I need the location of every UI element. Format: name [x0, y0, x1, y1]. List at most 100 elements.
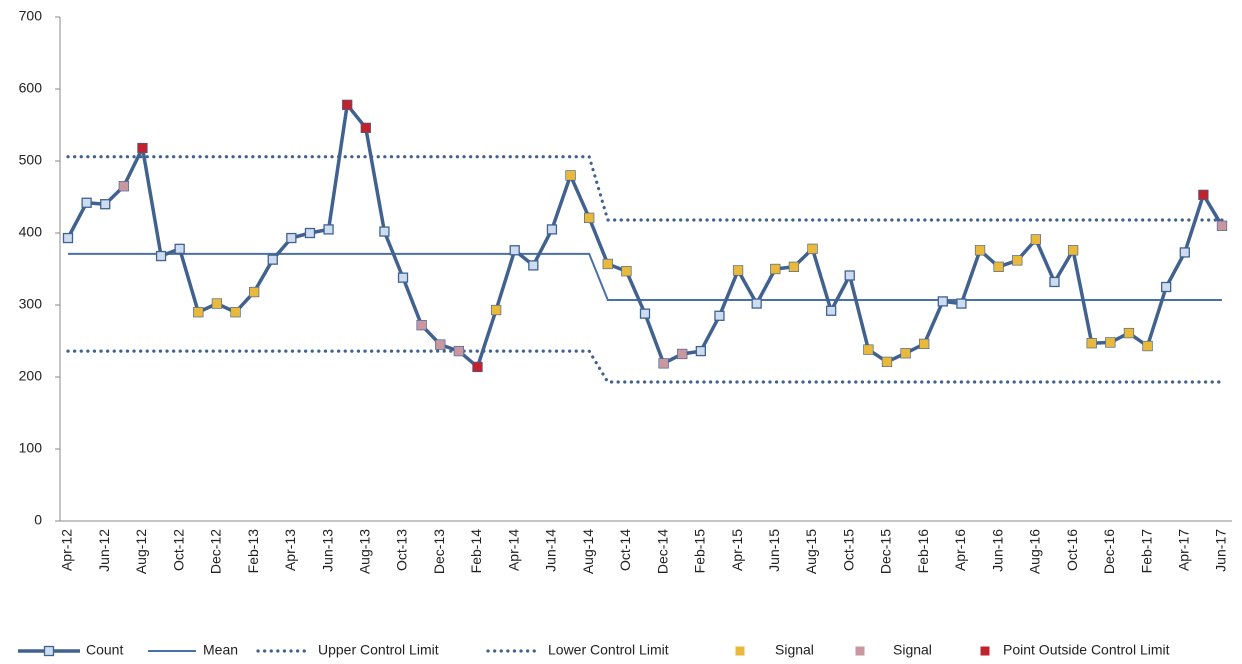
x-tick-label: Apr-13: [282, 529, 298, 571]
legend-swatch: [43, 645, 55, 657]
marker: [435, 340, 445, 350]
line: [66, 349, 1224, 384]
x-tick-label: Oct-15: [840, 529, 856, 571]
marker: [193, 307, 203, 317]
legend-label: Point Outside Control Limit: [1003, 642, 1170, 658]
marker: [528, 260, 539, 271]
marker: [639, 308, 651, 319]
marker: [603, 259, 613, 269]
marker: [956, 298, 967, 309]
marker: [994, 262, 1004, 272]
legend-item: Lower Control Limit: [486, 642, 669, 658]
x-tick-label: Aug-15: [803, 529, 819, 574]
marker: [919, 339, 929, 349]
marker: [286, 232, 297, 244]
marker: [454, 346, 464, 356]
y-tick-label: 500: [19, 152, 43, 168]
marker: [677, 349, 687, 359]
marker: [361, 123, 371, 133]
marker: [808, 244, 818, 254]
marker: [417, 320, 427, 330]
marker: [379, 226, 390, 237]
y-tick-label: 0: [34, 512, 42, 528]
marker: [267, 254, 278, 265]
legend-swatch: [855, 646, 865, 656]
x-tick-label: Jun-15: [766, 529, 782, 572]
marker: [695, 345, 706, 357]
marker: [342, 100, 352, 110]
marker: [174, 243, 185, 254]
legend-item: Upper Control Limit: [256, 642, 439, 658]
legend-item: Point Outside Control Limit: [980, 642, 1170, 658]
line: [66, 103, 1224, 369]
x-tick-label: Oct-16: [1064, 529, 1080, 571]
marker: [62, 232, 74, 244]
x-tick-label: Jun-13: [319, 529, 335, 572]
x-tick-label: Apr-12: [59, 529, 75, 571]
x-tick-label: Jun-16: [989, 529, 1005, 572]
marker: [789, 262, 799, 272]
marker: [323, 224, 334, 235]
x-tick-label: Apr-17: [1175, 529, 1191, 571]
marker: [937, 296, 948, 307]
legend-swatch: [980, 646, 990, 656]
y-tick-label: 400: [19, 224, 43, 240]
x-tick-label: Feb-17: [1138, 529, 1154, 574]
y-tick-label: 600: [19, 80, 43, 96]
marker: [397, 272, 409, 283]
marker: [472, 362, 482, 372]
marker: [1179, 247, 1190, 258]
marker: [304, 227, 316, 239]
x-tick-label: Jun-14: [543, 529, 559, 572]
marker: [1031, 234, 1041, 244]
x-tick-label: Feb-14: [468, 529, 484, 574]
marker: [137, 143, 147, 153]
x-tick-label: Feb-16: [915, 529, 931, 574]
marker: [1105, 337, 1115, 347]
x-tick-label: Apr-15: [729, 529, 745, 571]
legend-swatch: [735, 646, 745, 656]
y-tick-label: 700: [19, 8, 43, 24]
x-tick-label: Dec-15: [878, 529, 894, 574]
marker: [491, 305, 501, 315]
x-tick-label: Dec-16: [1101, 529, 1117, 574]
x-tick-label: Oct-12: [170, 529, 186, 571]
marker: [659, 358, 669, 368]
marker: [770, 264, 780, 274]
x-tick-label: Jun-17: [1213, 529, 1229, 572]
x-tick-label: Oct-14: [617, 529, 633, 571]
x-tick-label: Apr-16: [952, 529, 968, 571]
legend-item: Mean: [148, 642, 238, 658]
marker: [733, 265, 743, 275]
marker: [751, 298, 762, 309]
marker: [566, 170, 576, 180]
legend-label: Count: [86, 642, 123, 658]
marker: [546, 224, 558, 235]
x-tick-label: Oct-13: [394, 529, 410, 571]
marker: [1068, 245, 1078, 255]
marker: [100, 199, 111, 210]
marker: [1124, 328, 1134, 338]
x-tick-label: Jun-12: [96, 529, 112, 572]
x-tick-label: Feb-15: [692, 529, 708, 574]
marker: [155, 250, 167, 262]
y-tick-label: 100: [19, 440, 43, 456]
x-tick-label: Aug-13: [357, 529, 373, 574]
marker: [1049, 276, 1060, 288]
marker: [1012, 255, 1022, 265]
marker: [901, 348, 911, 358]
x-tick-label: Dec-12: [208, 529, 224, 574]
marker: [81, 197, 92, 208]
legend-label: Lower Control Limit: [548, 642, 669, 658]
y-tick-label: 300: [19, 296, 43, 312]
legend-label: Signal: [893, 642, 932, 658]
marker: [1198, 190, 1208, 200]
y-tick-label: 200: [19, 368, 43, 384]
marker: [882, 357, 892, 367]
marker: [825, 305, 837, 316]
marker: [621, 266, 631, 276]
marker: [212, 299, 222, 309]
x-tick-label: Aug-16: [1027, 529, 1043, 574]
x-tick-label: Apr-14: [505, 529, 521, 571]
